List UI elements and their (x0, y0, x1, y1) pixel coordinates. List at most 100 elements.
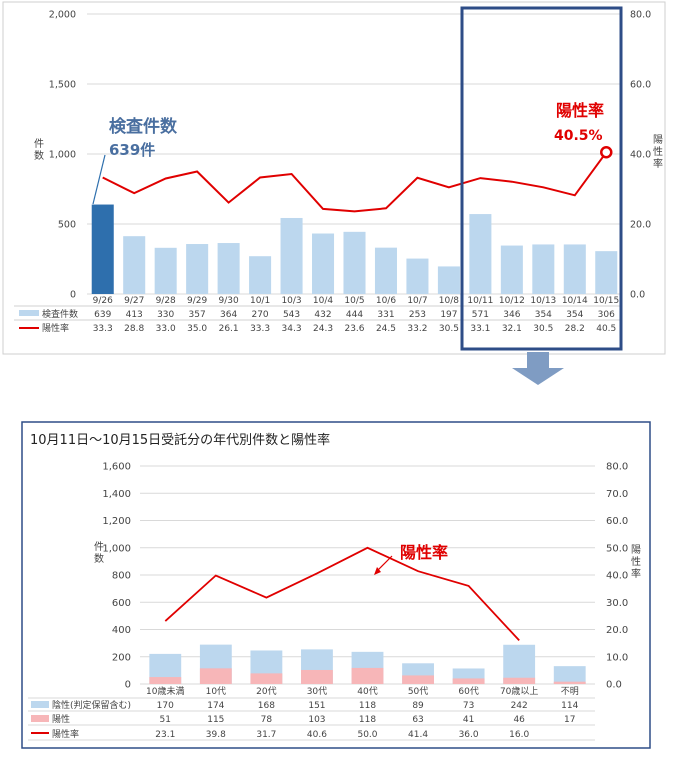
bottom-ylabel-left-1: 件 (94, 541, 104, 553)
bottom-bar-positive (301, 669, 333, 684)
top-category-label: 9/28 (156, 296, 176, 306)
bottom-ytick-right: 50.0 (606, 543, 628, 554)
top-rate-cell: 32.1 (502, 324, 522, 334)
top-legend-bar-label: 検査件数 (42, 308, 78, 320)
top-count-cell: 330 (157, 310, 174, 320)
bottom-chart-title: 10月11日～10月15日受託分の年代別件数と陽性率 (30, 432, 330, 448)
rate-callout-value: 40.5% (554, 128, 603, 144)
bottom-category-label: 30代 (307, 686, 327, 697)
top-category-label: 9/26 (93, 296, 113, 306)
top-bar (406, 258, 429, 294)
bottom-chart-frame (21, 421, 651, 749)
top-ytick-right: 40.0 (630, 150, 651, 161)
top-rate-cell: 30.5 (533, 324, 553, 334)
bottom-bar-positive (503, 677, 536, 684)
top-rate-cell: 35.0 (187, 324, 207, 334)
bottom-rate-cell: 36.0 (459, 730, 479, 740)
bottom-category-label: 10歳未満 (146, 685, 184, 697)
top-category-label: 10/4 (313, 296, 333, 306)
bottom-ytick-right: 0.0 (606, 680, 622, 691)
top-count-cell: 432 (314, 310, 331, 320)
top-ytick-left: 500 (58, 220, 76, 231)
bottom-bar-total (503, 644, 536, 684)
top-category-label: 9/29 (187, 296, 207, 306)
bottom-rate-callout: 陽性率 (400, 543, 448, 562)
top-category-label: 10/5 (344, 296, 364, 306)
top-count-cell: 639 (94, 310, 111, 320)
top-ylabel-left-1: 件 (34, 138, 44, 150)
top-count-cell: 331 (377, 310, 394, 320)
top-count-cell: 364 (220, 310, 237, 320)
top-rate-cell: 33.1 (470, 324, 490, 334)
highlight-box (460, 6, 623, 351)
bottom-category-labels: 10歳未満 10代 20代 30代 40代 50代 60代 70歳以上 不明 (146, 685, 579, 697)
bottom-positive-cell: 46 (513, 715, 525, 725)
bottom-y-axis-right: 80.0 70.0 60.0 50.0 40.0 30.0 20.0 10.0 0.0 (606, 462, 628, 691)
top-count-cell: 444 (346, 310, 363, 320)
top-bar (437, 266, 460, 294)
bottom-negative-cell: 118 (359, 701, 376, 711)
bottom-rate-cell: 50.0 (357, 730, 377, 740)
top-rate-cell: 33.2 (407, 324, 427, 334)
bottom-ytick-left: 600 (112, 598, 131, 609)
top-rate-cell: 26.1 (219, 324, 239, 334)
top-ylabel-right-3: 率 (653, 157, 663, 170)
top-ytick-right: 80.0 (630, 10, 651, 21)
bottom-negative-cell: 174 (207, 701, 224, 711)
top-bar (123, 236, 146, 294)
bottom-legend-rate-label: 陽性率 (52, 728, 79, 740)
bottom-ytick-left: 1,200 (102, 516, 131, 527)
bottom-bar-positive (250, 673, 283, 684)
top-legend-line-label: 陽性率 (42, 322, 69, 334)
top-ytick-left: 1,500 (49, 80, 76, 91)
bottom-negative-cell: 89 (412, 701, 424, 711)
top-rate-cell: 33.0 (156, 324, 176, 334)
bottom-positive-cell: 51 (160, 715, 171, 725)
top-ylabel-right-2: 性 (653, 145, 663, 158)
bottom-rate-cell: 39.8 (206, 730, 226, 740)
bottom-legend-positive-swatch (31, 715, 49, 722)
bottom-positive-cell: 78 (261, 715, 273, 725)
top-bar (500, 245, 523, 294)
bottom-category-label: 60代 (458, 686, 478, 697)
top-rate-cell: 28.2 (565, 324, 585, 334)
top-category-labels: 9/26 9/27 9/28 9/29 9/30 10/1 10/3 10/4 10/5 10/6… (93, 296, 620, 306)
bottom-ylabel-left-2: 数 (94, 552, 104, 565)
bottom-positive-cell: 118 (359, 715, 376, 725)
top-count-cell: 354 (566, 310, 583, 320)
bottom-negative-cell: 242 (511, 701, 528, 711)
bottom-rate-cell: 41.4 (408, 730, 428, 740)
top-chart-frame (2, 1, 666, 355)
rate-callout-label: 陽性率 (556, 101, 604, 120)
bottom-category-label: 10代 (206, 686, 226, 697)
top-bar (91, 204, 114, 294)
count-callout-leader (92, 154, 106, 205)
top-category-label: 10/14 (562, 296, 588, 306)
top-ylabel-right: 陽 性 率 (653, 134, 663, 170)
bottom-ytick-right: 20.0 (606, 625, 628, 636)
bottom-negative-cell: 170 (157, 701, 174, 711)
bottom-rate-callout-arrowhead (374, 567, 381, 575)
top-ylabel-left-2: 数 (34, 149, 44, 162)
top-rate-cell: 40.5 (596, 324, 616, 334)
bottom-ylabel-right-3: 率 (631, 567, 641, 580)
bottom-ytick-right: 60.0 (606, 516, 628, 527)
bottom-positive-cell: 63 (412, 715, 423, 725)
bottom-ytick-left: 1,400 (102, 489, 131, 500)
top-rate-cell: 34.3 (282, 324, 302, 334)
bottom-bar-positive (149, 677, 182, 684)
bottom-bar-positive (351, 667, 384, 684)
bottom-ylabel-right-1: 陽 (631, 544, 641, 556)
bottom-ylabel-right-2: 性 (631, 555, 641, 568)
bottom-ytick-left: 800 (112, 571, 131, 582)
bottom-ytick-right: 80.0 (606, 462, 628, 473)
top-count-cell: 571 (472, 310, 489, 320)
top-category-label: 10/6 (376, 296, 396, 306)
bottom-rate-line (164, 546, 520, 642)
bottom-bar-total (553, 666, 586, 684)
top-count-cell: 354 (535, 310, 552, 320)
top-bar (343, 231, 366, 294)
top-legend-bar-swatch (19, 310, 39, 316)
top-category-label: 10/12 (499, 296, 525, 306)
